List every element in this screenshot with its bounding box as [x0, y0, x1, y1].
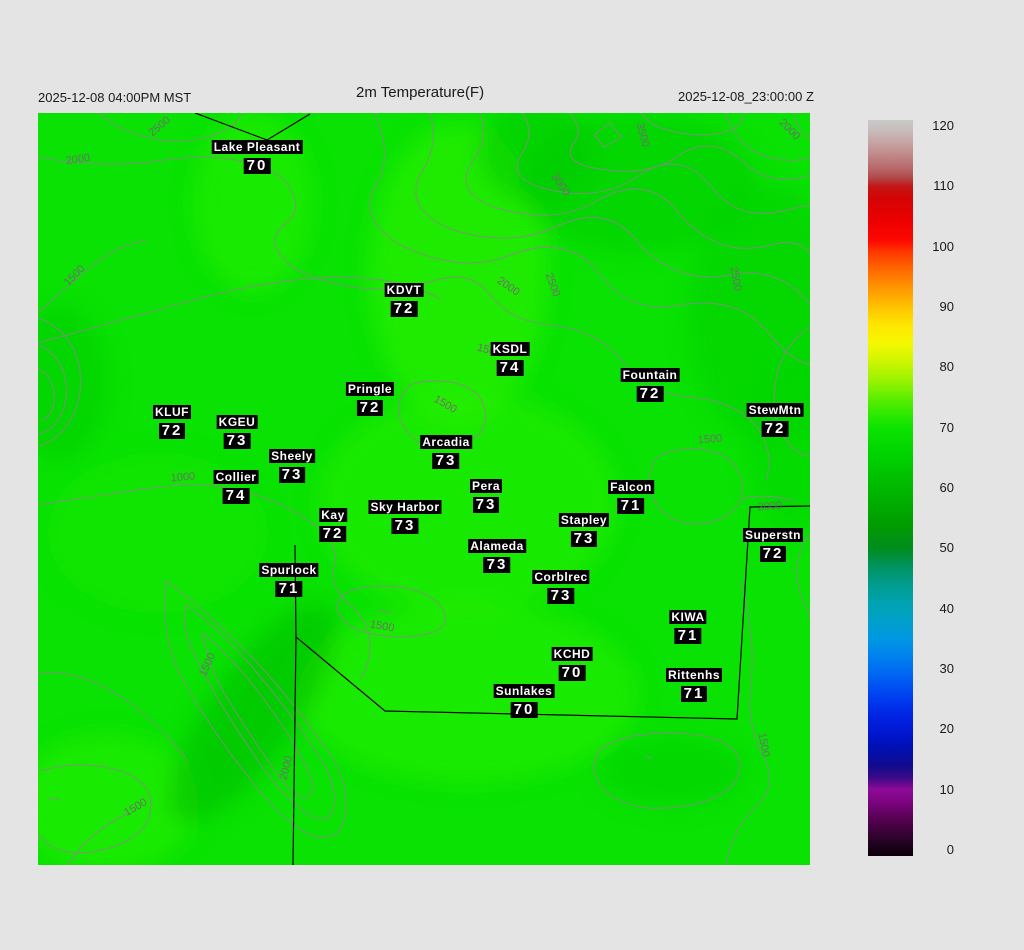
station-temperature: 71	[680, 686, 708, 702]
station-temperature: 74	[496, 360, 524, 376]
station-marker: Kay 72	[319, 506, 347, 542]
station-name: Fountain	[620, 368, 680, 382]
colorbar-tick-label: 60	[939, 480, 954, 495]
station-name: KCHD	[551, 647, 593, 661]
colorbar-tick-label: 80	[939, 359, 954, 375]
station-temperature: 72	[636, 386, 664, 402]
station-name: Collier	[213, 470, 259, 484]
station-marker: Fountain 72	[620, 366, 680, 402]
station-marker: Stapley 73	[558, 511, 610, 547]
valid-time-utc: 2025-12-08_23:00:00 Z	[678, 89, 814, 104]
station-name: Sunlakes	[493, 684, 555, 698]
station-temperature: 72	[319, 526, 347, 542]
station-temperature: 72	[759, 546, 787, 562]
station-name: Rittenhs	[666, 668, 722, 682]
station-marker: KDVT 72	[384, 281, 424, 317]
station-name: KSDL	[490, 342, 530, 356]
colorbar-tick-label: 120	[932, 118, 954, 134]
station-temperature: 73	[391, 518, 419, 534]
colorbar-tick-label: 20	[939, 721, 954, 737]
station-name: Lake Pleasant	[211, 140, 303, 154]
colorbar-tick-label: 90	[939, 299, 954, 315]
station-marker: KSDL 74	[490, 340, 530, 376]
station-marker: KGEU 73	[216, 413, 258, 449]
station-name: Stapley	[558, 513, 610, 527]
colorbar-tick-label: 10	[939, 781, 954, 797]
station-marker: Spurlock 71	[259, 561, 319, 597]
temperature-shading	[38, 113, 810, 865]
station-temperature: 73	[570, 531, 598, 547]
colorbar-tick-label: 70	[939, 419, 954, 435]
station-temperature: 70	[510, 702, 538, 718]
station-name: Pera	[469, 479, 503, 493]
station-temperature: 72	[356, 400, 384, 416]
valid-time-local: 2025-12-08 04:00PM MST	[38, 90, 192, 105]
station-temperature: 70	[243, 158, 271, 174]
station-marker: KCHD 70	[551, 645, 593, 681]
station-marker: KLUF 72	[153, 403, 191, 439]
temperature-map: 2500 2000 1500 3500 3000 2000 2500 2000 2500 1500…	[38, 113, 810, 865]
station-temperature: 74	[222, 488, 250, 504]
colorbar-tick-label: 50	[939, 540, 954, 556]
station-name: Arcadia	[420, 435, 472, 449]
station-temperature: 73	[483, 557, 511, 573]
station-name: KIWA	[669, 610, 707, 624]
station-name: KLUF	[153, 405, 191, 419]
station-name: Sky Harbor	[368, 500, 442, 514]
colorbar-tick-label: 110	[933, 178, 954, 194]
station-marker: Sheely 73	[269, 447, 315, 483]
station-name: Sheely	[269, 449, 315, 463]
colorbar-tick-label: 30	[939, 660, 954, 676]
station-temperature: 72	[390, 301, 418, 317]
station-temperature: 73	[278, 467, 306, 483]
station-temperature: 72	[761, 421, 789, 437]
station-name: Pringle	[345, 382, 395, 396]
station-marker: Falcon 71	[608, 478, 654, 514]
station-temperature: 73	[223, 433, 251, 449]
station-marker: Corblrec 73	[532, 568, 590, 604]
station-marker: Lake Pleasant 70	[211, 138, 303, 174]
station-marker: Rittenhs 71	[666, 666, 722, 702]
station-temperature: 71	[617, 498, 645, 514]
temperature-colorbar	[868, 120, 913, 856]
station-marker: Collier 74	[213, 468, 259, 504]
station-marker: KIWA 71	[669, 608, 707, 644]
station-marker: Alameda 73	[468, 537, 526, 573]
station-marker: Pringle 72	[345, 380, 395, 416]
station-name: KGEU	[216, 415, 258, 429]
colorbar-tick-label: 100	[932, 238, 954, 254]
station-marker: StewMtn 72	[746, 401, 804, 437]
contour-elevation-label: 1000	[170, 470, 196, 485]
colorbar-tick-label: 0	[946, 841, 954, 857]
colorbar-tick-label: 40	[939, 600, 954, 616]
contour-elevation-label: 1500	[697, 432, 723, 447]
station-marker: Sky Harbor 73	[368, 498, 442, 534]
station-marker: Superstn 72	[742, 526, 804, 562]
station-marker: Sunlakes 70	[493, 682, 555, 718]
contour-elevation-label: 2000	[757, 499, 783, 514]
station-name: StewMtn	[746, 403, 804, 417]
station-name: Corblrec	[532, 570, 590, 584]
station-temperature: 70	[558, 665, 586, 681]
station-name: KDVT	[384, 283, 424, 297]
station-temperature: 72	[158, 423, 186, 439]
station-temperature: 73	[472, 497, 500, 513]
station-temperature: 73	[547, 588, 575, 604]
station-marker: Arcadia 73	[420, 433, 472, 469]
station-name: Spurlock	[259, 563, 319, 577]
station-temperature: 71	[275, 581, 303, 597]
station-temperature: 73	[432, 453, 460, 469]
station-name: Kay	[319, 508, 347, 522]
station-marker: Pera 73	[469, 477, 503, 513]
station-temperature: 71	[674, 628, 702, 644]
station-name: Alameda	[468, 539, 526, 553]
plot-title: 2m Temperature(F)	[356, 84, 485, 101]
station-name: Falcon	[608, 480, 654, 494]
terrain-contours-layer	[38, 113, 810, 865]
station-name: Superstn	[742, 528, 804, 542]
